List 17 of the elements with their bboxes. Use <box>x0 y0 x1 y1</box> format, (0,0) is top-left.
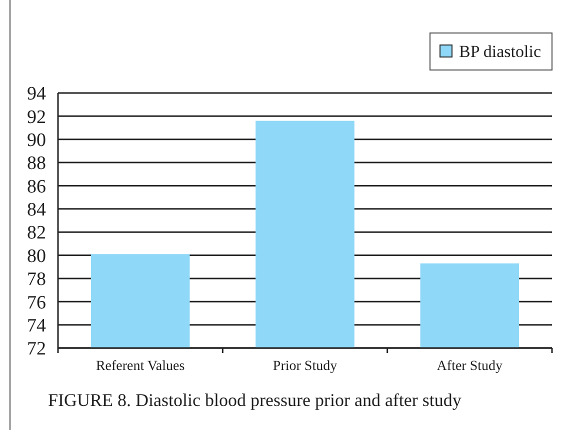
legend-label: BP diastolic <box>459 42 542 61</box>
y-tick-label: 90 <box>27 130 46 152</box>
x-tick-label: Prior Study <box>272 359 338 374</box>
y-tick-label: 78 <box>27 269 46 290</box>
y-tick-label: 80 <box>27 246 46 267</box>
y-tick-label: 86 <box>27 176 46 198</box>
y-tick-label: 84 <box>27 200 46 221</box>
y-tick-label: 74 <box>27 315 46 336</box>
y-tick-label: 94 <box>27 84 46 105</box>
y-tick-label: 92 <box>27 106 46 128</box>
x-tick-label: After Study <box>436 359 503 374</box>
caption: FIGURE 8. Diastolic blood pressure prior and after study <box>48 390 462 410</box>
y-tick-label: 72 <box>27 338 46 360</box>
y-tick-label: 82 <box>27 222 46 244</box>
x-tick-label: Referent Values <box>96 359 185 374</box>
y-tick-label: 76 <box>27 292 46 314</box>
y-tick-label: 88 <box>27 153 46 174</box>
